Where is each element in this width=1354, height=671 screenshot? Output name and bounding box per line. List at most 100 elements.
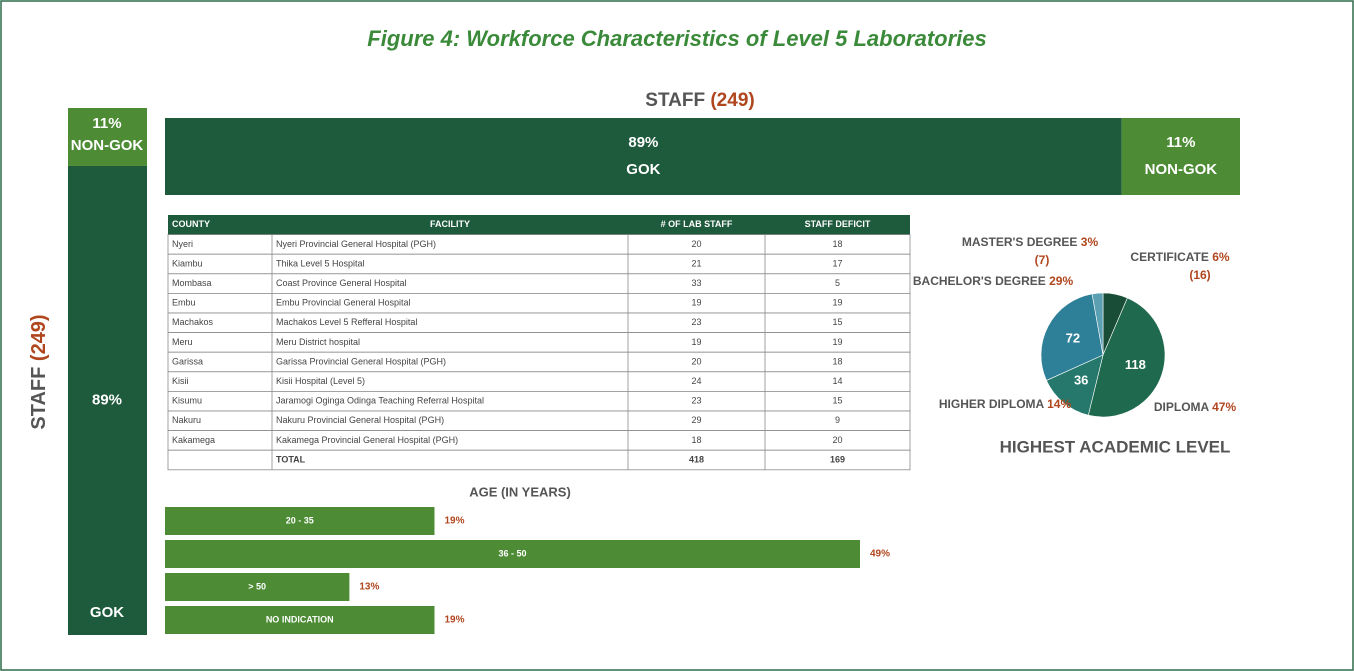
pie-category: DIPLOMA: [1154, 400, 1210, 414]
pie-percent: 29%: [1049, 274, 1073, 288]
staff-bar-category: NON-GOK: [1145, 161, 1218, 178]
age-value-label: 49%: [870, 549, 890, 560]
pie-category: HIGHER DIPLOMA: [939, 397, 1045, 411]
table-cell: 23: [691, 317, 701, 327]
table-cell: 21: [691, 258, 701, 268]
table-cell: Nyeri Provincial General Hospital (PGH): [276, 239, 436, 249]
staff-bar-value: 11%: [1166, 134, 1195, 151]
age-bar: [165, 573, 350, 601]
staff-bar-category: GOK: [626, 161, 660, 178]
staff-bar-segment: [165, 118, 1122, 195]
table-cell: Machakos: [172, 317, 214, 327]
pie-percent: 6%: [1212, 250, 1230, 264]
age-title: AGE (IN YEARS): [469, 484, 571, 499]
staff-column-category: GOK: [90, 604, 124, 621]
pie-label: BACHELOR'S DEGREE 29%: [913, 274, 1074, 288]
pie-value-label: 36: [1074, 373, 1088, 388]
pie-title: HIGHEST ACADEMIC LEVEL: [1000, 437, 1231, 456]
table-header-cell: STAFF DEFICIT: [805, 219, 871, 229]
pie-value-label: (7): [1035, 253, 1050, 267]
staff-count: (249): [710, 90, 754, 111]
age-value-label: 19%: [444, 615, 464, 626]
table-cell: 14: [832, 376, 842, 386]
table-cell: 24: [691, 376, 701, 386]
table-cell: Kakamega: [172, 435, 215, 445]
table-header-cell: COUNTY: [172, 219, 210, 229]
figure-title: Figure 4: Workforce Characteristics of L…: [367, 26, 986, 51]
table-cell: Garissa: [172, 356, 203, 366]
table-cell: 20: [691, 356, 701, 366]
table-cell: Kisumu: [172, 396, 202, 406]
pie-percent: 47%: [1212, 400, 1236, 414]
table-cell: 20: [832, 435, 842, 445]
table-cell: Kiambu: [172, 258, 203, 268]
table-row: [167, 449, 911, 471]
table-cell: Garissa Provincial General Hospital (PGH…: [276, 356, 446, 366]
table-cell: 15: [832, 317, 842, 327]
staff-side-count: (249): [28, 314, 50, 361]
pie-category: MASTER'S DEGREE: [962, 235, 1078, 249]
table-cell: Thika Level 5 Hospital: [276, 258, 365, 268]
pie-slice: [1091, 292, 1104, 356]
pie-value-label: 118: [1125, 357, 1146, 372]
table-cell: 5: [835, 278, 840, 288]
table-cell: 19: [832, 298, 842, 308]
staff-bar-segment: [1121, 118, 1240, 195]
age-value-label: 19%: [444, 516, 464, 527]
table-cell: 17: [832, 258, 842, 268]
table-cell: Kakamega Provincial General Hospital (PG…: [276, 435, 458, 445]
age-value-label: 13%: [359, 582, 379, 593]
table-cell: Kisii Hospital (Level 5): [276, 376, 365, 386]
age-category: 36 - 50: [498, 548, 526, 558]
pie-category: BACHELOR'S DEGREE: [913, 274, 1046, 288]
table-cell: 18: [691, 435, 701, 445]
staff-column-category: NON-GOK: [71, 137, 144, 154]
pie-slice: [1046, 354, 1104, 416]
pie-label: MASTER'S DEGREE 3%: [962, 235, 1099, 249]
age-bar: [165, 507, 435, 535]
table-cell: Meru District hospital: [276, 337, 360, 347]
table-cell: 169: [830, 454, 845, 464]
pie-slice: [1087, 297, 1166, 418]
staff-column-segment: [68, 165, 147, 635]
table-cell: 29: [691, 415, 701, 425]
staff-column-segment: [68, 108, 147, 166]
table-cell: 9: [835, 415, 840, 425]
staff-bar-value: 89%: [628, 134, 658, 151]
table-cell: 18: [832, 239, 842, 249]
table-cell: 19: [691, 337, 701, 347]
pie-label: DIPLOMA 47%: [1154, 400, 1237, 414]
staff-side-title-text: STAFF: [28, 367, 50, 430]
age-bar: [165, 606, 435, 634]
staff-column-value: 89%: [92, 391, 122, 408]
table-header-cell: FACILITY: [430, 219, 470, 229]
pie-category: CERTIFICATE: [1130, 250, 1208, 264]
table-cell: Kisii: [172, 376, 189, 386]
table-cell: 19: [691, 298, 701, 308]
table-cell: Jaramogi Oginga Odinga Teaching Referral…: [276, 396, 484, 406]
table-cell: 20: [691, 239, 701, 249]
table-cell: 15: [832, 396, 842, 406]
age-category: NO INDICATION: [266, 614, 334, 624]
table-cell: Embu Provincial General Hospital: [276, 298, 411, 308]
age-category: > 50: [248, 581, 266, 591]
staff-title-text: STAFF: [645, 90, 705, 111]
table-cell: Embu: [172, 298, 196, 308]
table-cell: Mombasa: [172, 278, 212, 288]
table-cell: Nakuru: [172, 415, 201, 425]
staff-column-value: 11%: [92, 115, 121, 132]
pie-value-label: 72: [1066, 331, 1080, 346]
pie-label: HIGHER DIPLOMA 14%: [939, 397, 1072, 411]
table-cell: Nyeri: [172, 239, 193, 249]
pie-label: CERTIFICATE 6%: [1130, 250, 1229, 264]
table-cell: Coast Province General Hospital: [276, 278, 407, 288]
table-header-cell: # OF LAB STAFF: [661, 219, 733, 229]
table-cell: Meru: [172, 337, 193, 347]
table-cell: TOTAL: [276, 454, 306, 464]
table-cell: Machakos Level 5 Refferal Hospital: [276, 317, 417, 327]
table-cell: 19: [832, 337, 842, 347]
age-category: 20 - 35: [286, 515, 314, 525]
table-cell: 18: [832, 356, 842, 366]
pie-slice: [1040, 293, 1104, 381]
